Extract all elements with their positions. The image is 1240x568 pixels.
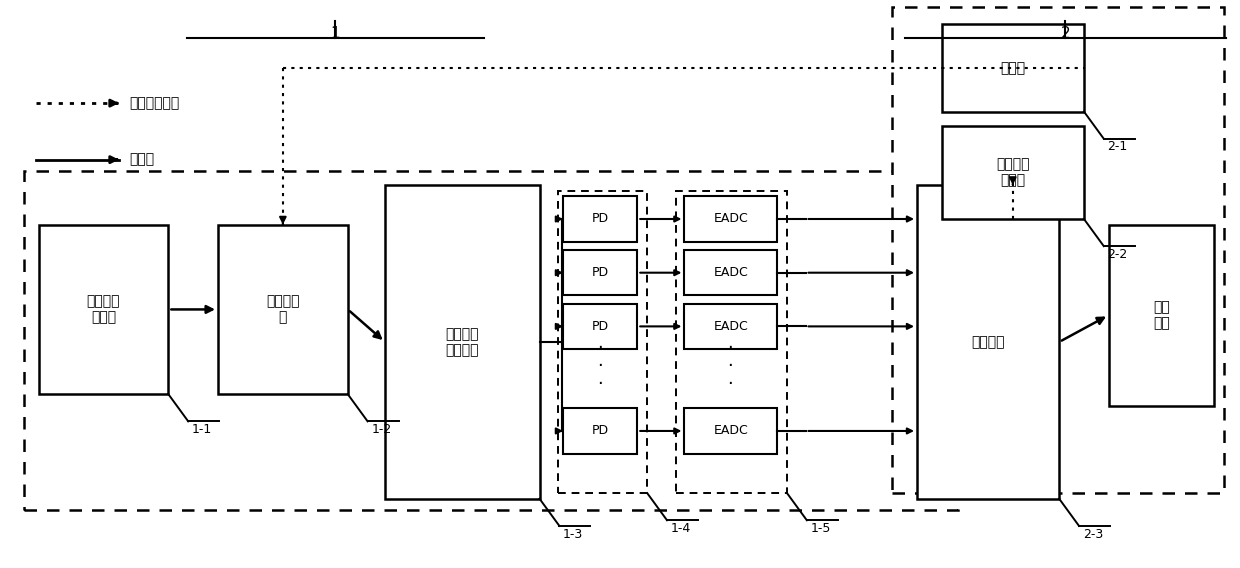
Text: 常连接: 常连接 [129, 153, 154, 166]
Text: EADC: EADC [713, 424, 748, 437]
Bar [684, 250, 777, 295]
Bar [684, 408, 777, 454]
Text: 存储
传输: 存储 传输 [1153, 300, 1169, 330]
Bar [563, 304, 637, 349]
Bar [563, 408, 637, 454]
Text: PD: PD [591, 320, 609, 333]
Bar [24, 171, 957, 510]
Text: 1-2: 1-2 [371, 423, 392, 436]
Bar [676, 191, 787, 493]
Text: 1-5: 1-5 [811, 522, 831, 535]
Text: EADC: EADC [713, 212, 748, 225]
Text: PD: PD [591, 266, 609, 279]
Text: 信号源: 信号源 [1001, 61, 1025, 75]
Text: 多通道解
复用模块: 多通道解 复用模块 [445, 327, 479, 357]
Bar [684, 304, 777, 349]
Bar [893, 7, 1224, 493]
Bar [563, 197, 637, 241]
Bar [684, 197, 777, 241]
Text: 深度网络: 深度网络 [971, 335, 1004, 349]
Bar [941, 126, 1084, 219]
Bar [38, 225, 169, 394]
Text: 1: 1 [331, 26, 340, 41]
Bar [941, 24, 1084, 111]
Text: PD: PD [591, 424, 609, 437]
Text: 2-3: 2-3 [1083, 528, 1102, 541]
Text: ·
·
·: · · · [598, 339, 603, 393]
Text: 1-4: 1-4 [671, 522, 691, 535]
Text: 2-2: 2-2 [1107, 248, 1127, 261]
Text: 1-1: 1-1 [192, 423, 212, 436]
Text: 2: 2 [1060, 26, 1070, 41]
Text: 1-3: 1-3 [563, 528, 583, 541]
Text: EADC: EADC [713, 266, 748, 279]
Text: 2-1: 2-1 [1107, 140, 1127, 153]
Bar [558, 191, 647, 493]
Bar [1109, 225, 1214, 406]
Text: ·
·
·: · · · [727, 339, 733, 393]
Text: 数字信号
处理器: 数字信号 处理器 [996, 157, 1029, 187]
Bar [218, 225, 347, 394]
Bar [384, 185, 539, 499]
Text: PD: PD [591, 212, 609, 225]
Text: 高重频脉
冲光源: 高重频脉 冲光源 [87, 294, 120, 324]
Bar [916, 185, 1059, 499]
Text: 光子采样
门: 光子采样 门 [267, 294, 300, 324]
Bar [563, 250, 637, 295]
Text: EADC: EADC [713, 320, 748, 333]
Text: 训练阶段连接: 训练阶段连接 [129, 96, 179, 110]
